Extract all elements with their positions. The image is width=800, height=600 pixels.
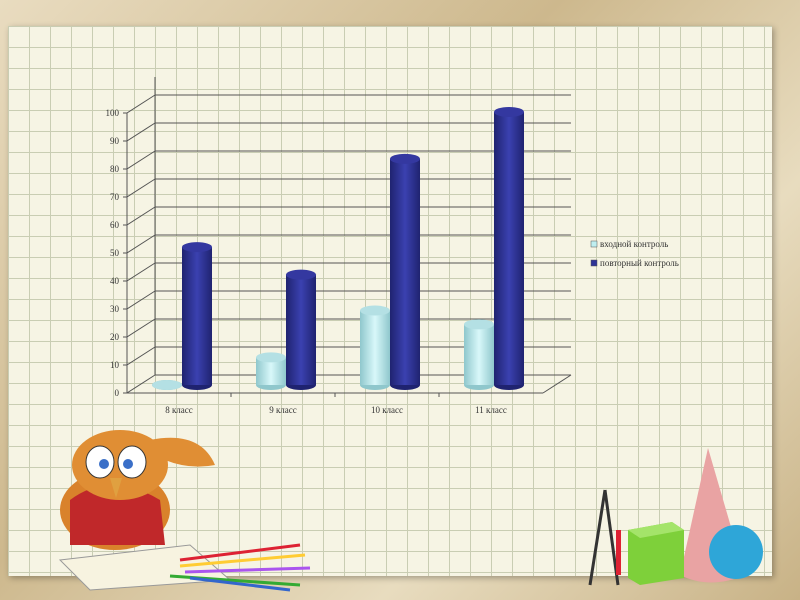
y-tick-label: 90	[110, 136, 120, 146]
y-tick-label: 20	[110, 332, 120, 342]
side-gridline	[126, 318, 156, 338]
bar-repeat-control	[390, 153, 420, 390]
floor-edge	[542, 374, 572, 394]
y-tick-label: 80	[110, 164, 120, 174]
bar-body	[464, 324, 494, 385]
y-tick-label: 50	[110, 248, 120, 258]
y-tick-label: 60	[110, 220, 120, 230]
bar-input-control	[464, 319, 494, 390]
x-tick-label: 8 класс	[165, 405, 193, 415]
y-tick-label: 10	[110, 360, 120, 370]
side-gridline	[126, 122, 156, 142]
legend-label: входной контроль	[600, 239, 668, 249]
bar-top	[464, 319, 494, 330]
side-gridline	[126, 150, 156, 170]
bar-top	[390, 153, 420, 164]
bar-body	[390, 158, 420, 385]
bar-input-control	[152, 380, 182, 390]
bar-repeat-control	[182, 242, 212, 390]
side-gridline	[126, 262, 156, 282]
x-tick-label: 11 класс	[475, 405, 507, 415]
bar-top	[256, 352, 286, 363]
bar-repeat-control	[494, 106, 524, 390]
bar-body	[494, 111, 524, 385]
bar-top	[286, 269, 316, 280]
bar-input-control	[256, 352, 286, 390]
bar-top	[494, 106, 524, 117]
bar-top	[152, 380, 182, 390]
side-gridline	[126, 346, 156, 366]
bar-top	[182, 242, 212, 253]
legend-swatch	[590, 259, 598, 267]
y-tick-label: 0	[115, 388, 120, 398]
y-tick-label: 100	[106, 108, 120, 118]
y-tick-label: 30	[110, 304, 120, 314]
bar-input-control	[360, 305, 390, 390]
side-gridline	[126, 290, 156, 310]
bar-body	[182, 247, 212, 385]
bar-repeat-control	[286, 269, 316, 390]
bar-top	[360, 305, 390, 316]
side-gridline	[126, 206, 156, 226]
side-gridline	[126, 94, 156, 114]
legend-label: повторный контроль	[600, 258, 679, 268]
bar-body	[360, 310, 390, 385]
side-gridline	[126, 178, 156, 198]
side-gridline	[126, 234, 156, 254]
x-tick-label: 9 класс	[269, 405, 297, 415]
y-tick-label: 70	[110, 192, 120, 202]
bar-body	[286, 274, 316, 385]
side-gridline	[126, 374, 156, 394]
x-tick-label: 10 класс	[371, 405, 403, 415]
legend-swatch	[590, 240, 598, 248]
y-tick-label: 40	[110, 276, 120, 286]
